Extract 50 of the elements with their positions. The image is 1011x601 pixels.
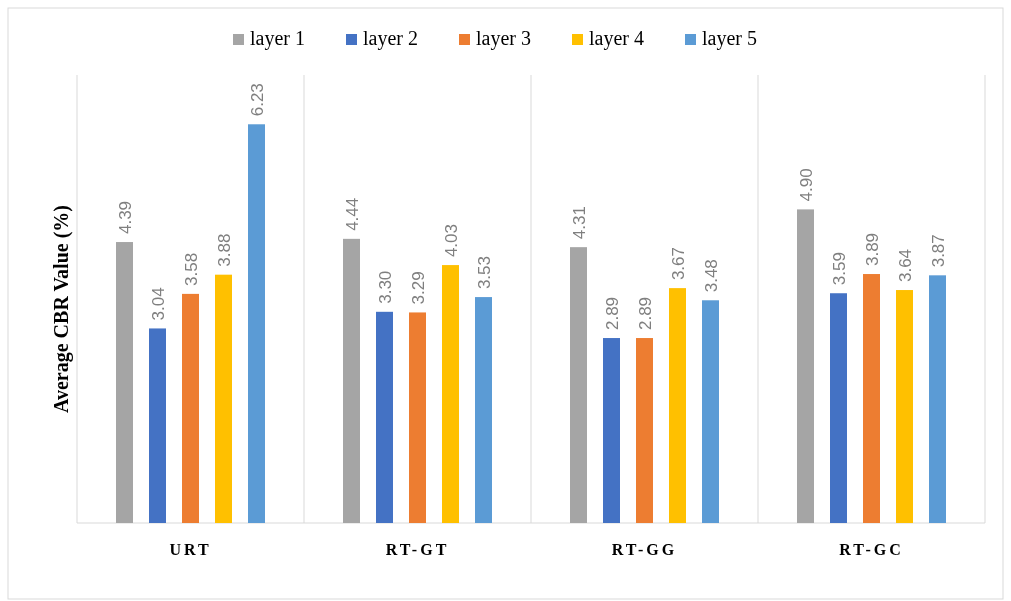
- legend-label: layer 1: [250, 27, 305, 50]
- data-label: 4.44: [342, 197, 362, 231]
- data-label: 3.67: [668, 247, 688, 281]
- data-label: 3.64: [895, 248, 915, 283]
- data-label: 4.39: [115, 200, 135, 235]
- bar: [863, 274, 880, 523]
- x-tick-label: RT-GT: [385, 541, 450, 558]
- bar: [248, 124, 265, 523]
- bar: [830, 293, 847, 523]
- bar: [343, 238, 360, 523]
- bar: [409, 312, 426, 523]
- bar: [929, 275, 946, 523]
- data-label: 3.88: [214, 233, 234, 267]
- bar: [182, 293, 199, 523]
- bar: [603, 338, 620, 523]
- data-label: 4.31: [569, 206, 589, 240]
- bar: [570, 247, 587, 523]
- data-label: 3.29: [408, 271, 428, 305]
- legend-label: layer 2: [363, 27, 418, 50]
- bar: [636, 338, 653, 523]
- data-label: 3.04: [148, 287, 168, 321]
- x-tick-label: RT-GC: [839, 541, 904, 558]
- bar: [116, 242, 133, 523]
- legend-label: layer 5: [702, 27, 757, 50]
- data-label: 3.58: [181, 252, 201, 286]
- data-label: 3.89: [862, 232, 882, 267]
- bar: [797, 209, 814, 523]
- bar: [442, 265, 459, 523]
- data-label: 2.89: [635, 296, 655, 331]
- data-label: 4.90: [796, 168, 816, 202]
- bar: [475, 297, 492, 523]
- data-label: 2.89: [602, 296, 622, 331]
- bar: [702, 300, 719, 523]
- bar: [669, 288, 686, 523]
- data-label: 4.03: [441, 223, 461, 258]
- data-label: 3.59: [829, 252, 849, 286]
- bar: [896, 290, 913, 523]
- data-label: 3.48: [701, 259, 721, 293]
- bar: [149, 328, 166, 523]
- data-label: 3.30: [375, 270, 395, 304]
- data-label: 3.53: [474, 255, 494, 290]
- y-axis-title: Average CBR Value (%): [50, 205, 73, 413]
- bar: [376, 311, 393, 523]
- x-tick-label: URT: [169, 541, 212, 558]
- legend-label: layer 4: [589, 27, 644, 50]
- bar: [215, 274, 232, 523]
- legend-label: layer 3: [476, 27, 531, 50]
- data-label: 3.87: [928, 234, 948, 268]
- data-label: 6.23: [247, 83, 267, 117]
- x-tick-label: RT-GG: [611, 541, 678, 558]
